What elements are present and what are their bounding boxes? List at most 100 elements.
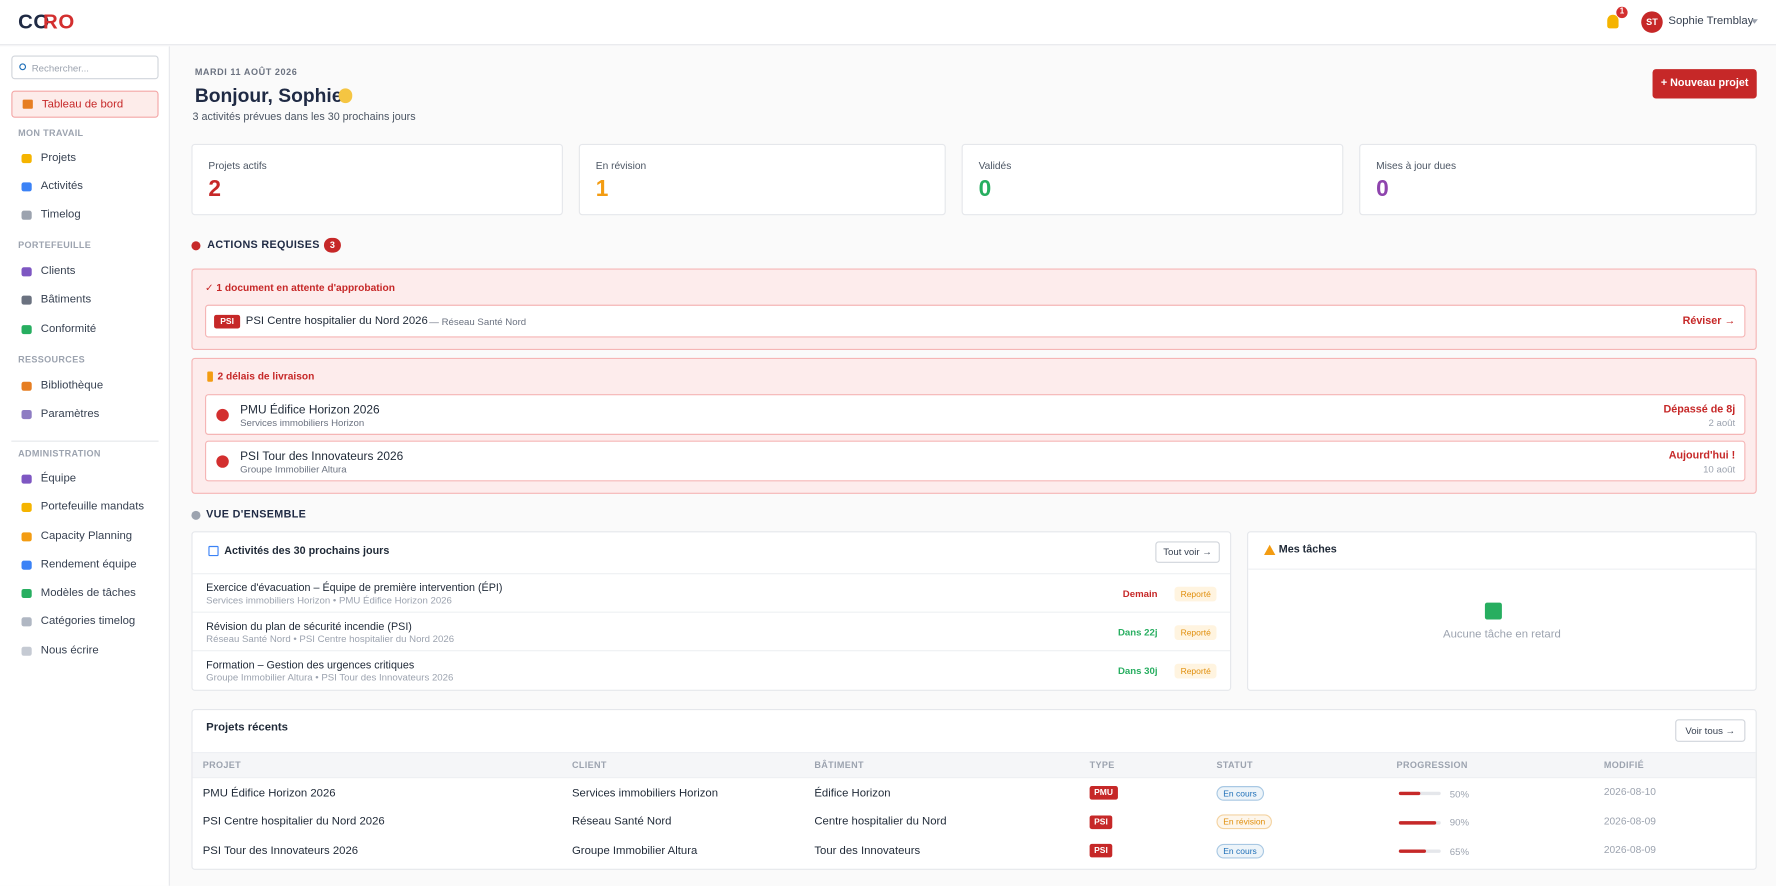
stat-label: Mises à jour dues [1376, 159, 1457, 171]
search-box[interactable]: Rechercher... [11, 55, 159, 80]
nav-item[interactable]: Bâtiments [11, 288, 158, 313]
nav-item[interactable]: Catégories timelog [11, 609, 158, 634]
nav-label: Activités [40, 180, 83, 193]
type-badge: PMU [1089, 786, 1118, 800]
nav-icon [21, 532, 32, 542]
nav-item[interactable]: Paramètres [11, 402, 158, 427]
nav-section-title: RESSOURCES [18, 354, 85, 365]
nav-label: Projets [40, 151, 77, 165]
modified-date: 2026-08-09 [1603, 843, 1656, 856]
nav-icon [21, 267, 32, 277]
nav-item[interactable]: Capacity Planning [11, 524, 158, 549]
status-badge: En cours [1216, 843, 1264, 858]
panel-title: 2 délais de livraison [217, 369, 315, 382]
project-building: Édifice Horizon [814, 786, 891, 800]
activity-row[interactable]: Révision du plan de sécurité incendie (P… [192, 611, 1231, 651]
nav-item[interactable]: Clients [11, 259, 158, 284]
panel-title: ✓ 1 document en attente d'approbation [205, 281, 395, 293]
card-title: Activités des 30 prochains jours [224, 545, 390, 558]
nav-item[interactable]: Projets [11, 146, 158, 171]
top-bar: CO RO 1 ST Sophie Tremblay [0, 0, 1776, 46]
empty-message: Aucune tâche en retard [1443, 628, 1561, 642]
project-client: — Réseau Santé Nord [429, 316, 527, 328]
approval-row[interactable]: PSI PSI Centre hospitalier du Nord 2026— … [205, 304, 1746, 338]
project-name: PSI Centre hospitalier du Nord 2026 [202, 815, 385, 828]
section-dot [191, 241, 201, 251]
panel-icon [207, 371, 213, 382]
status-badge: En cours [1216, 785, 1264, 801]
stat-label: En révision [595, 159, 647, 171]
nav-icon [21, 325, 32, 335]
nav-item-active[interactable]: Tableau de bord [11, 90, 159, 118]
activity-title: Formation – Gestion des urgences critiqu… [206, 658, 415, 672]
see-all-button[interactable]: Voir tous → [1675, 719, 1746, 742]
nav-icon [21, 502, 32, 512]
nav-item[interactable]: Nous écrire [11, 639, 158, 664]
nav-icon [21, 410, 32, 420]
review-link[interactable]: Réviser → [1682, 315, 1736, 328]
project-row[interactable]: PSI Tour des Innovateurs 2026 Groupe Immo… [193, 837, 1756, 865]
stat-label: Projets actifs [208, 159, 267, 171]
stat-label: Validés [978, 159, 1012, 171]
caret [1751, 19, 1758, 24]
deadline-status: Dépassé de 8j [1663, 403, 1736, 417]
search-icon [19, 63, 27, 71]
column-header: STATUT [1216, 760, 1253, 771]
stat-value: 0 [1376, 176, 1389, 202]
project-row[interactable]: PMU Édifice Horizon 2026 Services immobil… [193, 779, 1756, 807]
nav-item[interactable]: Rendement équipe [11, 553, 158, 578]
nav-label: Nous écrire [40, 644, 99, 657]
new-project-button[interactable]: + Nouveau projet [1652, 69, 1757, 99]
deadline-row[interactable]: PMU Édifice Horizon 2026 Services immobil… [205, 394, 1746, 435]
type-badge: PSI [1089, 814, 1113, 829]
nav-icon [21, 154, 32, 164]
column-header: MODIFIÉ [1603, 760, 1644, 771]
column-header: BÂTIMENT [814, 760, 864, 771]
nav-item[interactable]: Équipe [11, 467, 158, 492]
nav-icon [21, 295, 32, 305]
activity-due: Demain [1122, 587, 1158, 600]
project-client: Groupe Immobilier Altura [571, 844, 698, 857]
see-all-button[interactable]: Tout voir → [1155, 541, 1220, 563]
activity-row[interactable]: Exercice d'évacuation – Équipe de premiè… [192, 573, 1231, 612]
project-client: Services immobiliers Horizon [240, 417, 365, 429]
activity-row[interactable]: Formation – Gestion des urgences critiqu… [192, 650, 1231, 689]
greeting-title: Bonjour, Sophie [194, 84, 343, 107]
card-title: Projets récents [206, 721, 288, 734]
nav-item[interactable]: Modèles de tâches [11, 581, 158, 606]
stat-card: En révision 1 [578, 143, 946, 216]
type-badge: PSI [1089, 843, 1113, 858]
notification-bell[interactable] [1607, 14, 1619, 29]
nav-icon [21, 182, 32, 192]
wave-icon [338, 88, 353, 104]
nav-label: Bâtiments [40, 293, 92, 306]
nav-label: Équipe [40, 472, 77, 485]
warning-icon [1264, 544, 1276, 555]
logo-accent: RO [43, 10, 75, 34]
nav-item[interactable]: Activités [11, 174, 158, 199]
stat-value: 2 [208, 176, 222, 202]
project-row[interactable]: PSI Centre hospitalier du Nord 2026 Résea… [193, 808, 1756, 836]
section-count: 3 [323, 237, 341, 253]
progress-fill [1398, 849, 1427, 853]
deadline-date: 2 août [1708, 417, 1736, 429]
nav-item[interactable]: Conformité [11, 317, 158, 342]
progress-fill [1398, 791, 1420, 796]
project-client: Réseau Santé Nord [571, 815, 672, 828]
deadline-row[interactable]: PSI Tour des Innovateurs 2026 Groupe Immo… [205, 440, 1746, 482]
nav-section-title: PORTEFEUILLE [18, 240, 92, 251]
nav-item[interactable]: Timelog [11, 203, 158, 228]
stat-value: 1 [595, 176, 609, 202]
user-menu[interactable]: ST Sophie Tremblay [1641, 10, 1766, 35]
modified-date: 2026-08-10 [1603, 786, 1656, 798]
deadline-date: 10 août [1703, 463, 1736, 476]
activities-card: Activités des 30 prochains jours Tout voi… [191, 531, 1232, 691]
nav-icon [22, 99, 33, 109]
nav-label: Catégories timelog [40, 615, 136, 628]
nav-item[interactable]: Bibliothèque [11, 374, 158, 399]
section-title: ACTIONS REQUISES [207, 239, 320, 252]
nav-label: Clients [40, 265, 76, 278]
project-name: PSI Centre hospitalier du Nord 2026 [245, 314, 428, 328]
nav-item[interactable]: Portefeuille mandats [11, 495, 158, 520]
activity-subtitle: Groupe Immobilier Altura • PSI Tour des … [206, 672, 454, 684]
